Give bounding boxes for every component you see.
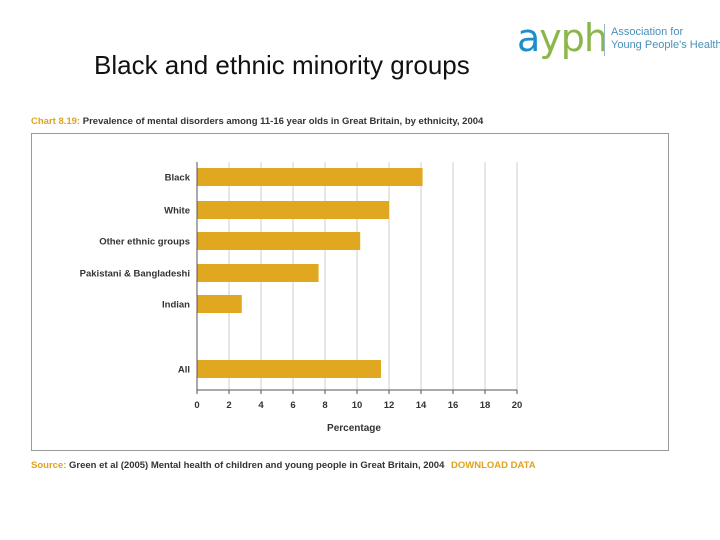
x-tick-label: 16 <box>448 400 459 411</box>
category-label: White <box>164 206 190 217</box>
x-tick-label: 8 <box>322 400 327 411</box>
bar-black <box>197 168 423 186</box>
logo-divider <box>604 24 605 56</box>
slide-title: Black and ethnic minority groups <box>94 50 470 80</box>
download-data-link[interactable]: DOWNLOAD DATA <box>451 460 536 471</box>
chart-caption-label: Chart 8.19: <box>31 116 81 127</box>
x-tick-label: 4 <box>258 400 264 411</box>
logo-name-line1: Association for <box>611 26 684 38</box>
logo-name: Association for Young People's Health <box>611 26 720 52</box>
chart-caption: Chart 8.19: Prevalence of mental disorde… <box>31 116 483 127</box>
x-tick-label: 12 <box>384 400 395 411</box>
category-label: Other ethnic groups <box>99 237 190 248</box>
bar-pakistani-bangladeshi <box>197 264 319 282</box>
source-text: Green et al (2005) Mental health of chil… <box>69 460 445 471</box>
source-label: Source: <box>31 460 67 471</box>
category-label: Indian <box>162 300 190 311</box>
bar-other-ethnic-groups <box>197 232 361 250</box>
logo-mark-a: a <box>517 16 540 60</box>
chart-source: Source: Green et al (2005) Mental health… <box>31 460 536 471</box>
x-axis-label: Percentage <box>327 423 381 434</box>
logo-name-line2: Young People's Health <box>611 39 720 51</box>
x-tick-label: 18 <box>480 400 491 411</box>
bar-all <box>197 360 381 378</box>
x-tick-label: 14 <box>416 400 427 411</box>
bar-white <box>197 201 389 219</box>
chart-frame <box>31 133 669 451</box>
logo-mark-rest: yph <box>539 16 608 60</box>
x-tick-label: 6 <box>290 400 295 411</box>
category-label: Black <box>165 173 191 184</box>
chart-caption-text: Prevalence of mental disorders among 11-… <box>82 116 484 127</box>
x-tick-label: 10 <box>352 400 363 411</box>
category-label: Pakistani & Bangladeshi <box>80 269 190 280</box>
logo-mark: ayph <box>517 16 608 60</box>
x-tick-label: 2 <box>226 400 231 411</box>
category-label: All <box>178 365 190 376</box>
bar-indian <box>197 295 242 313</box>
x-tick-label: 0 <box>194 400 199 411</box>
x-tick-label: 20 <box>512 400 523 411</box>
